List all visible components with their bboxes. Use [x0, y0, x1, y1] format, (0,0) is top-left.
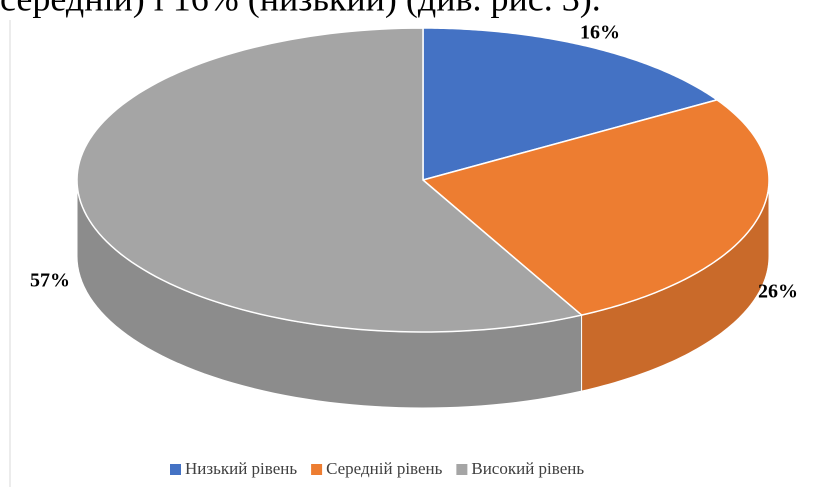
data-labels: 16% 26% 57%: [30, 22, 798, 303]
slice: [76, 27, 584, 333]
pie-tops: [76, 27, 770, 333]
legend-label: Високий рівень: [471, 459, 584, 478]
legend-label: Середній рівень: [326, 459, 443, 478]
data-label: 26%: [758, 281, 798, 303]
legend-swatch: [456, 464, 468, 475]
legend-label: Низький рівень: [185, 459, 297, 478]
context-text: середній) і 16% (низький) (див. рис. 3).: [0, 0, 601, 18]
slice: [422, 27, 719, 181]
legend-swatch: [311, 464, 323, 475]
slice: [421, 99, 770, 316]
data-label: 16%: [580, 22, 620, 44]
legend: Низький рівень Середній рівень Високий рів…: [170, 459, 584, 478]
legend-swatch: [170, 464, 181, 475]
data-label: 57%: [30, 270, 70, 292]
